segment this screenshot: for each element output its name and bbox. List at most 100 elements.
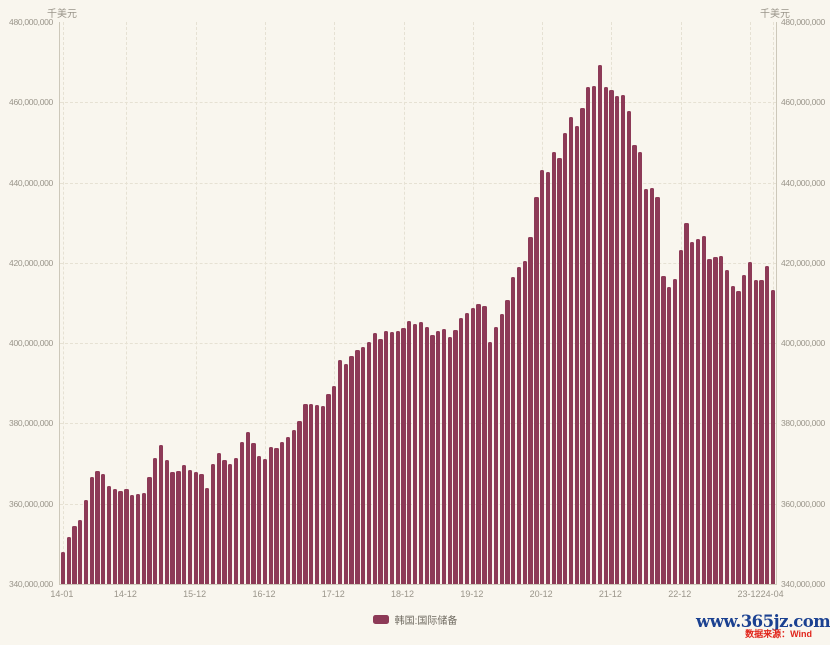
bar xyxy=(765,265,770,584)
bar xyxy=(72,526,77,584)
bar xyxy=(343,364,348,584)
bar xyxy=(205,488,210,584)
gridline-vertical xyxy=(334,22,336,584)
bar xyxy=(701,236,706,584)
bar xyxy=(511,276,516,584)
bar xyxy=(516,267,522,584)
gridline-vertical xyxy=(264,22,266,584)
y-axis-right: 480,000,000 460,000,000 440,000,000 420,000… xyxy=(781,0,829,645)
bar xyxy=(78,520,83,584)
y-axis-label: 380,000,000 xyxy=(781,418,825,429)
bar xyxy=(349,356,354,584)
bar xyxy=(540,170,545,584)
bar xyxy=(499,313,504,584)
bar xyxy=(441,329,447,584)
y-axis-label: 380,000,000 xyxy=(9,418,53,429)
bar xyxy=(355,349,360,584)
bar xyxy=(447,337,452,584)
bar xyxy=(401,328,406,584)
bar xyxy=(95,471,100,584)
bar xyxy=(257,455,262,584)
gridline-horizontal xyxy=(60,343,776,345)
legend: 韩国:国际储备 xyxy=(0,612,830,627)
bar xyxy=(193,471,198,584)
bar xyxy=(309,404,314,584)
bar xyxy=(222,459,227,584)
bar xyxy=(603,86,608,584)
bar xyxy=(459,317,464,584)
bar xyxy=(158,444,164,584)
legend-swatch-icon xyxy=(372,615,389,624)
x-axis: 14-01 14-12 15-12 16-12 17-12 18-12 19-12 20-12… xyxy=(0,589,830,601)
bar xyxy=(141,492,146,584)
legend-item[interactable]: 韩国:国际储备 xyxy=(372,612,458,627)
bar xyxy=(216,453,221,584)
gridline-horizontal xyxy=(60,503,776,505)
bar xyxy=(83,500,89,584)
bar xyxy=(412,324,418,584)
bar xyxy=(291,429,296,584)
x-axis-label: 17-12 xyxy=(321,589,345,599)
bar xyxy=(389,332,395,584)
y-axis-unit-left: 千美元 xyxy=(47,9,77,20)
bar xyxy=(493,327,499,584)
bar xyxy=(534,197,539,584)
y-axis-label: 420,000,000 xyxy=(781,257,825,268)
bar xyxy=(695,238,701,584)
bar xyxy=(568,116,574,584)
legend-label: 韩国:国际储备 xyxy=(394,616,458,627)
y-axis-label: 400,000,000 xyxy=(9,338,53,349)
bar xyxy=(453,330,458,584)
bar xyxy=(632,145,637,584)
x-axis-label: 16-12 xyxy=(252,589,276,599)
gridline-horizontal xyxy=(60,182,776,184)
bar xyxy=(199,474,204,584)
watermark-site-link[interactable]: www.365jz.com xyxy=(696,612,830,631)
bar xyxy=(655,196,660,584)
bar xyxy=(182,465,187,584)
bar xyxy=(678,250,683,584)
bar xyxy=(60,551,66,584)
gridline-vertical xyxy=(126,22,128,584)
y-axis-label: 360,000,000 xyxy=(781,498,825,509)
bar xyxy=(470,307,475,584)
x-axis-label: 24-04 xyxy=(760,589,784,599)
bar xyxy=(101,473,106,584)
bar xyxy=(719,255,724,584)
bar xyxy=(407,321,412,584)
bar xyxy=(378,338,383,584)
bar xyxy=(557,157,562,584)
bar xyxy=(551,152,556,584)
bar xyxy=(690,241,695,584)
y-axis-label: 360,000,000 xyxy=(9,498,53,509)
x-axis-label: 21-12 xyxy=(598,589,622,599)
x-axis-label: 23-12 xyxy=(737,589,761,599)
gridline-vertical xyxy=(195,22,197,584)
plot-area xyxy=(59,22,777,585)
bar xyxy=(505,300,510,584)
bar xyxy=(89,477,94,584)
x-axis-label: 15-12 xyxy=(183,589,207,599)
bar xyxy=(130,494,135,584)
bar xyxy=(626,111,631,584)
bar xyxy=(522,260,527,584)
y-axis-label: 460,000,000 xyxy=(781,97,825,108)
y-axis-label: 420,000,000 xyxy=(9,257,53,268)
bar xyxy=(528,236,533,584)
bar xyxy=(736,291,741,584)
bar xyxy=(112,489,117,584)
y-axis-label: 460,000,000 xyxy=(9,97,53,108)
bar xyxy=(372,333,377,584)
bar xyxy=(262,459,268,584)
bar xyxy=(118,491,123,584)
gridline-vertical xyxy=(403,22,405,584)
bar xyxy=(430,335,435,584)
gridline-horizontal xyxy=(60,423,776,425)
bar xyxy=(436,330,441,584)
bar xyxy=(424,326,429,584)
bar xyxy=(164,460,169,584)
bar xyxy=(482,306,487,584)
bar xyxy=(251,442,256,584)
gridline-vertical xyxy=(472,22,474,584)
